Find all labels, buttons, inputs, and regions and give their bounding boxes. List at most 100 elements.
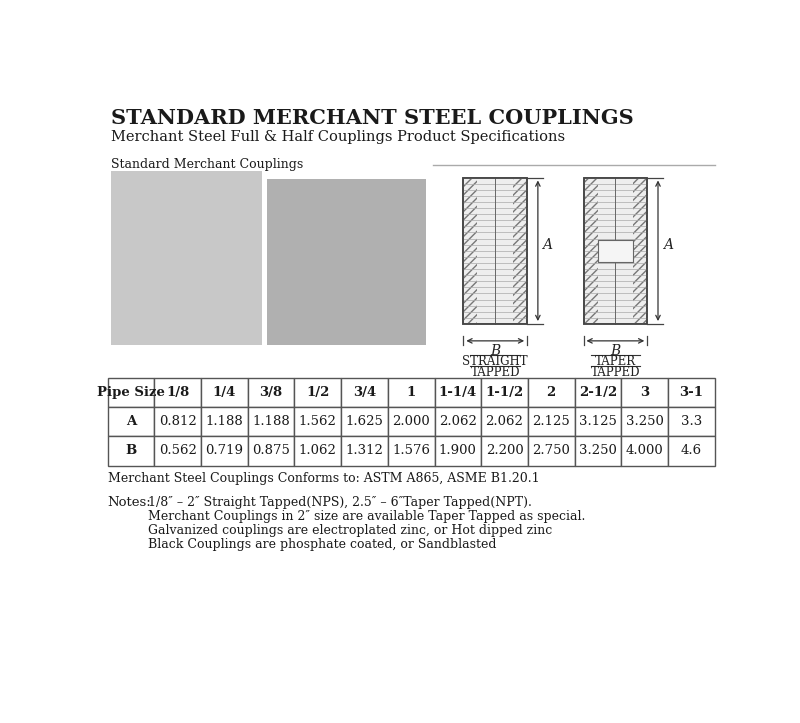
- Text: 4.000: 4.000: [626, 445, 663, 458]
- Bar: [528, 378, 574, 407]
- Text: Black Couplings are phosphate coated, or Sandblasted: Black Couplings are phosphate coated, or…: [148, 538, 497, 551]
- Text: 3.250: 3.250: [626, 415, 663, 428]
- Bar: [668, 437, 714, 466]
- Text: A: A: [662, 238, 673, 252]
- Bar: [341, 407, 388, 437]
- Bar: [528, 437, 574, 466]
- Text: 3/8: 3/8: [259, 386, 282, 399]
- Bar: [481, 407, 528, 437]
- Bar: [248, 437, 294, 466]
- Text: 1.188: 1.188: [206, 415, 243, 428]
- Text: TAPER: TAPER: [595, 355, 636, 368]
- Bar: [154, 407, 201, 437]
- Text: 3: 3: [640, 386, 649, 399]
- Bar: [463, 178, 478, 324]
- Bar: [584, 178, 598, 324]
- Bar: [201, 378, 248, 407]
- Text: TAPPED: TAPPED: [470, 366, 520, 379]
- Bar: [341, 378, 388, 407]
- Text: 4.6: 4.6: [681, 445, 702, 458]
- Text: Notes:: Notes:: [108, 497, 151, 510]
- Bar: [463, 178, 527, 324]
- Text: 0.875: 0.875: [252, 445, 290, 458]
- Text: 1.562: 1.562: [299, 415, 337, 428]
- Bar: [434, 437, 481, 466]
- Bar: [108, 378, 154, 407]
- Text: 1.062: 1.062: [299, 445, 337, 458]
- Bar: [201, 437, 248, 466]
- Bar: [248, 407, 294, 437]
- Bar: [574, 437, 622, 466]
- Text: 1-1/4: 1-1/4: [438, 386, 477, 399]
- Text: A: A: [542, 238, 553, 252]
- Text: 2.062: 2.062: [439, 415, 477, 428]
- Bar: [248, 378, 294, 407]
- Text: 1.576: 1.576: [392, 445, 430, 458]
- Bar: [201, 407, 248, 437]
- Text: B: B: [126, 445, 137, 458]
- Text: Pipe Size: Pipe Size: [97, 386, 165, 399]
- Text: 3-1: 3-1: [679, 386, 703, 399]
- Text: 2.200: 2.200: [486, 445, 523, 458]
- Bar: [388, 378, 434, 407]
- Text: Merchant Couplings in 2″ size are available Taper Tapped as special.: Merchant Couplings in 2″ size are availa…: [148, 510, 586, 523]
- Text: 1/8″ – 2″ Straight Tapped(NPS), 2.5″ – 6″Taper Tapped(NPT).: 1/8″ – 2″ Straight Tapped(NPS), 2.5″ – 6…: [148, 497, 532, 510]
- Text: 1.625: 1.625: [346, 415, 383, 428]
- Bar: [513, 178, 527, 324]
- Text: 2.125: 2.125: [532, 415, 570, 428]
- Text: 1: 1: [406, 386, 416, 399]
- Text: STANDARD MERCHANT STEEL COUPLINGS: STANDARD MERCHANT STEEL COUPLINGS: [111, 108, 634, 128]
- Text: 2.000: 2.000: [392, 415, 430, 428]
- Text: Galvanized couplings are electroplated zinc, or Hot dipped zinc: Galvanized couplings are electroplated z…: [148, 524, 552, 537]
- Text: 2.062: 2.062: [486, 415, 523, 428]
- Bar: [634, 178, 647, 324]
- Bar: [266, 179, 426, 345]
- Bar: [341, 437, 388, 466]
- Text: B: B: [610, 344, 621, 358]
- Text: 0.719: 0.719: [206, 445, 243, 458]
- Text: 1.188: 1.188: [252, 415, 290, 428]
- Text: 1/4: 1/4: [213, 386, 236, 399]
- Bar: [154, 437, 201, 466]
- Text: STRAIGHT: STRAIGHT: [462, 355, 528, 368]
- Text: 1.900: 1.900: [439, 445, 477, 458]
- Text: Merchant Steel Couplings Conforms to: ASTM A865, ASME B1.20.1: Merchant Steel Couplings Conforms to: AS…: [108, 472, 539, 484]
- Bar: [111, 171, 262, 345]
- Text: 2.750: 2.750: [532, 445, 570, 458]
- Bar: [622, 378, 668, 407]
- Bar: [622, 437, 668, 466]
- Text: 1-1/2: 1-1/2: [486, 386, 524, 399]
- Bar: [294, 437, 341, 466]
- Bar: [668, 378, 714, 407]
- Text: 0.562: 0.562: [159, 445, 197, 458]
- Bar: [463, 178, 527, 324]
- Bar: [584, 178, 647, 324]
- Bar: [481, 437, 528, 466]
- Text: 1/8: 1/8: [166, 386, 190, 399]
- Bar: [584, 178, 647, 324]
- Bar: [574, 407, 622, 437]
- Text: 1/2: 1/2: [306, 386, 330, 399]
- Bar: [528, 407, 574, 437]
- Bar: [154, 378, 201, 407]
- Bar: [388, 407, 434, 437]
- Bar: [622, 407, 668, 437]
- Text: A: A: [126, 415, 136, 428]
- Text: 3.250: 3.250: [579, 445, 617, 458]
- Text: 0.812: 0.812: [159, 415, 197, 428]
- Text: Standard Merchant Couplings: Standard Merchant Couplings: [111, 158, 303, 171]
- Bar: [598, 240, 634, 262]
- Bar: [574, 378, 622, 407]
- Bar: [108, 437, 154, 466]
- Text: Merchant Steel Full & Half Couplings Product Specifications: Merchant Steel Full & Half Couplings Pro…: [111, 130, 565, 144]
- Bar: [388, 437, 434, 466]
- Text: 3/4: 3/4: [353, 386, 376, 399]
- Text: 2: 2: [546, 386, 556, 399]
- Bar: [434, 378, 481, 407]
- Bar: [481, 378, 528, 407]
- Text: 1.312: 1.312: [346, 445, 383, 458]
- Bar: [668, 407, 714, 437]
- Text: 3.125: 3.125: [579, 415, 617, 428]
- Text: B: B: [490, 344, 500, 358]
- Text: 3.3: 3.3: [681, 415, 702, 428]
